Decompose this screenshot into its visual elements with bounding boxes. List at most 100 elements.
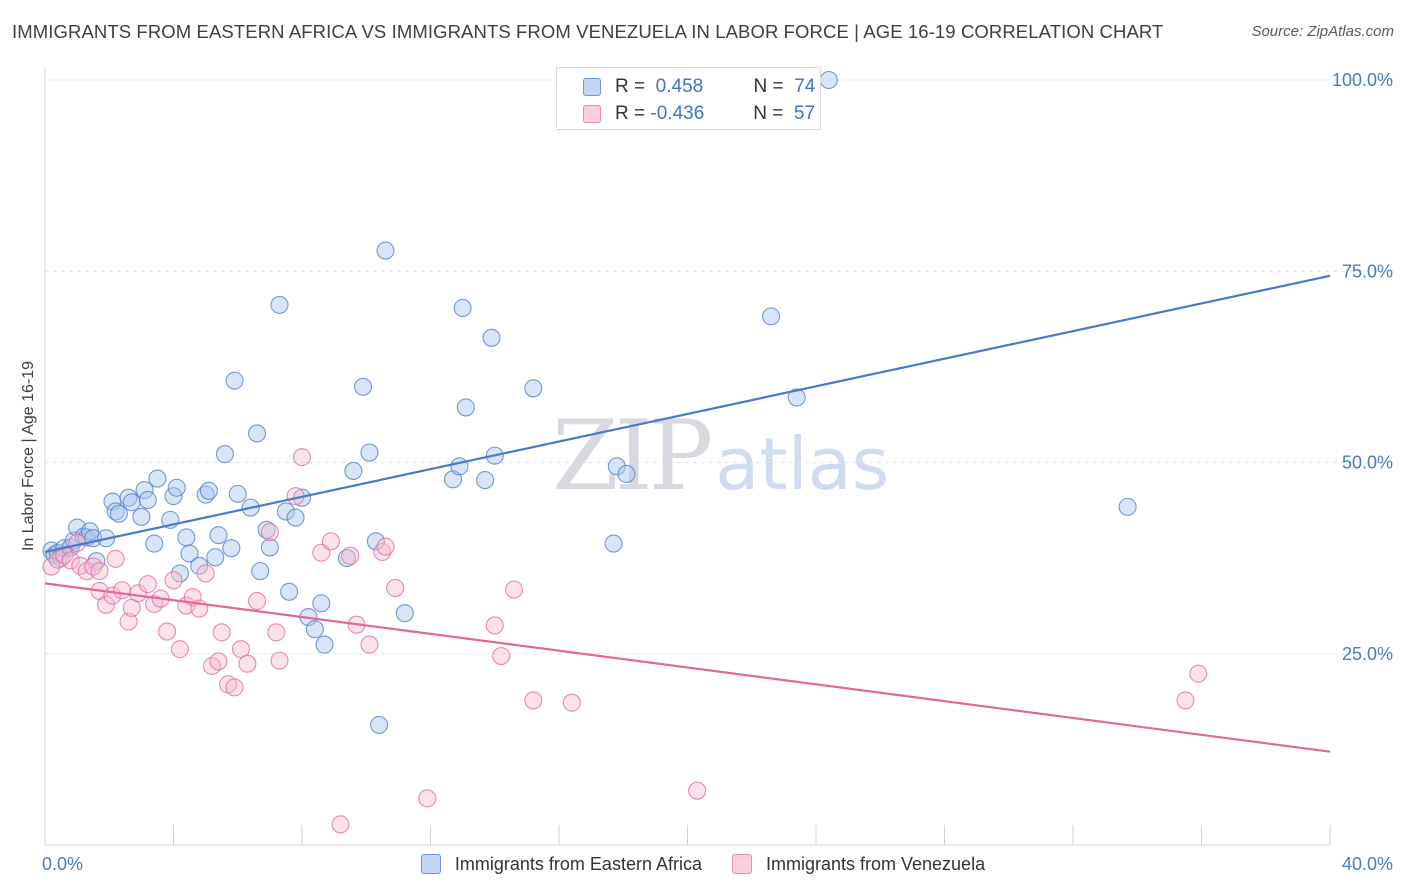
data-point-series-0-52 bbox=[315, 635, 334, 654]
legend-label-venezuela: Immigrants from Venezuela bbox=[765, 853, 986, 874]
data-point-series-0-30 bbox=[190, 556, 209, 575]
data-point-series-1-7 bbox=[84, 557, 103, 576]
data-point-series-0-70 bbox=[607, 457, 626, 476]
data-point-series-0-29 bbox=[180, 544, 199, 563]
data-point-series-1-49 bbox=[418, 789, 437, 808]
data-point-series-0-40 bbox=[247, 424, 267, 443]
data-point-series-1-43 bbox=[341, 546, 360, 565]
data-point-series-1-31 bbox=[225, 678, 244, 697]
data-point-series-0-51 bbox=[312, 594, 331, 613]
legend-n-key: N = bbox=[753, 103, 784, 124]
legend-label-eastern-africa: Immigrants from Eastern Africa bbox=[454, 853, 702, 874]
data-point-series-1-48 bbox=[386, 578, 405, 598]
trend-lines bbox=[44, 274, 1331, 753]
data-point-series-1-41 bbox=[321, 532, 340, 551]
legend-swatch-eastern-africa bbox=[583, 78, 601, 96]
data-point-series-0-53 bbox=[337, 549, 357, 568]
y-tick-label-2: 50.0% bbox=[1342, 453, 1393, 473]
data-point-series-0-47 bbox=[286, 508, 305, 527]
data-point-series-0-58 bbox=[370, 715, 389, 734]
legend-row-eastern-africa: R = 0.458 N = 74 bbox=[583, 74, 815, 100]
data-point-series-1-39 bbox=[292, 448, 312, 467]
data-point-series-1-22 bbox=[170, 640, 189, 659]
data-point-series-0-45 bbox=[276, 502, 295, 521]
data-point-series-0-18 bbox=[122, 493, 141, 512]
data-point-series-1-21 bbox=[164, 571, 183, 590]
trend-line-series-1 bbox=[44, 582, 1331, 753]
data-point-series-1-10 bbox=[96, 595, 116, 614]
data-points bbox=[42, 70, 1208, 834]
legend-n-value: 74 bbox=[794, 76, 816, 97]
data-point-series-0-22 bbox=[145, 534, 164, 553]
data-point-series-1-35 bbox=[260, 523, 279, 542]
data-point-series-0-35 bbox=[215, 445, 234, 464]
data-point-series-0-44 bbox=[270, 295, 289, 314]
data-point-series-0-42 bbox=[257, 520, 276, 539]
data-point-series-1-54 bbox=[562, 693, 581, 712]
data-point-series-0-27 bbox=[170, 564, 189, 583]
data-point-series-0-71 bbox=[617, 464, 636, 484]
trend-line-series-0 bbox=[44, 274, 1331, 554]
data-point-series-0-54 bbox=[344, 461, 363, 480]
data-point-series-0-23 bbox=[148, 469, 167, 488]
data-point-series-1-52 bbox=[504, 580, 524, 599]
data-point-series-1-55 bbox=[688, 781, 707, 800]
chart-title: IMMIGRANTS FROM EASTERN AFRICA VS IMMIGR… bbox=[12, 21, 1164, 42]
data-point-series-1-57 bbox=[1189, 664, 1208, 683]
data-point-series-1-33 bbox=[238, 654, 257, 673]
data-point-series-0-62 bbox=[450, 457, 469, 476]
data-point-series-1-47 bbox=[376, 537, 395, 556]
data-point-series-0-69 bbox=[604, 534, 623, 553]
data-point-series-0-26 bbox=[167, 478, 186, 497]
legend-r-value: 0.458 bbox=[655, 76, 704, 97]
data-point-series-0-19 bbox=[132, 507, 151, 526]
data-point-series-0-36 bbox=[222, 539, 241, 558]
data-point-series-1-42 bbox=[331, 815, 350, 834]
data-point-series-0-59 bbox=[376, 241, 395, 260]
data-point-series-0-20 bbox=[135, 480, 154, 500]
data-point-series-0-65 bbox=[476, 471, 495, 490]
y-tick-label-3: 25.0% bbox=[1342, 644, 1393, 664]
legend-item-venezuela: Immigrants from Venezuela bbox=[731, 853, 986, 875]
data-point-series-1-20 bbox=[158, 622, 177, 641]
data-point-series-1-28 bbox=[209, 652, 228, 671]
data-point-series-0-63 bbox=[453, 298, 472, 318]
data-point-series-0-33 bbox=[206, 548, 225, 567]
data-point-series-0-66 bbox=[482, 328, 501, 347]
data-point-series-0-57 bbox=[366, 532, 385, 551]
data-point-series-0-56 bbox=[360, 443, 379, 462]
data-point-series-0-68 bbox=[524, 379, 543, 398]
legend-swatch-venezuela bbox=[731, 854, 752, 874]
data-point-series-0-50 bbox=[305, 620, 324, 639]
data-point-series-0-32 bbox=[199, 481, 218, 500]
data-point-series-0-74 bbox=[819, 70, 838, 90]
data-point-series-1-14 bbox=[119, 612, 138, 631]
legend-n-value: 57 bbox=[793, 103, 816, 124]
tick-labels: 100.0% 75.0% 50.0% 25.0% 0.0% 40.0% bbox=[42, 70, 1393, 874]
data-point-series-0-34 bbox=[209, 526, 228, 545]
data-point-series-0-46 bbox=[280, 582, 299, 601]
x-tick-label-1: 40.0% bbox=[1342, 854, 1393, 874]
data-point-series-1-12 bbox=[106, 549, 125, 568]
data-point-series-0-60 bbox=[395, 604, 414, 623]
data-point-series-0-38 bbox=[228, 484, 247, 503]
data-point-series-1-36 bbox=[267, 623, 286, 642]
data-point-series-0-75 bbox=[1118, 497, 1137, 516]
data-point-series-1-17 bbox=[138, 575, 157, 594]
grid-lines bbox=[45, 79, 1395, 655]
data-point-series-0-41 bbox=[251, 562, 270, 581]
legend-r-key: R = bbox=[615, 103, 646, 124]
data-point-series-0-43 bbox=[260, 538, 279, 557]
data-point-series-1-3 bbox=[61, 551, 80, 570]
legend-r-value: -0.436 bbox=[650, 103, 705, 124]
data-point-series-1-34 bbox=[247, 591, 267, 611]
data-point-series-1-50 bbox=[492, 646, 511, 666]
data-point-series-1-13 bbox=[113, 581, 132, 600]
data-point-series-1-29 bbox=[212, 623, 231, 642]
legend-r-key: R = bbox=[615, 76, 646, 97]
data-point-series-1-37 bbox=[270, 651, 289, 670]
data-point-series-0-73 bbox=[787, 388, 806, 407]
data-point-series-0-64 bbox=[456, 398, 475, 417]
data-point-series-1-56 bbox=[1176, 691, 1195, 710]
